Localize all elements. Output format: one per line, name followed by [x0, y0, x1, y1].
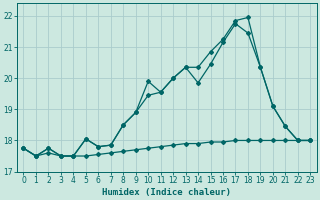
X-axis label: Humidex (Indice chaleur): Humidex (Indice chaleur) [102, 188, 231, 197]
